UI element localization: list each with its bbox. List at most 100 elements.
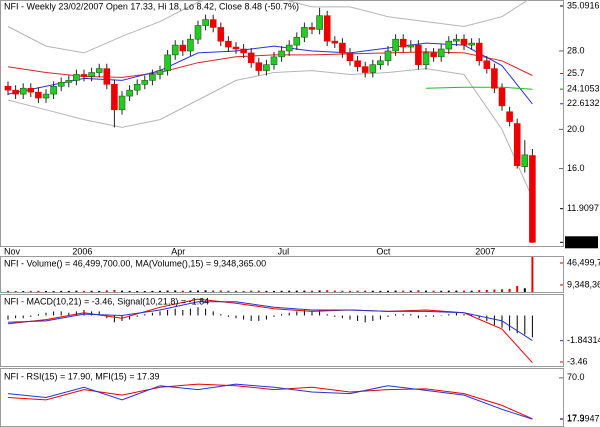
volume-bar bbox=[523, 288, 526, 292]
candle-body bbox=[430, 52, 437, 58]
volume-bar bbox=[105, 290, 108, 292]
volume-bar bbox=[463, 290, 465, 292]
overlay-line bbox=[7, 68, 533, 199]
volume-bar bbox=[75, 290, 78, 292]
volume-bar bbox=[349, 290, 351, 292]
volume-bar bbox=[98, 290, 101, 292]
volume-bar bbox=[493, 289, 496, 292]
volume-bar bbox=[333, 290, 336, 292]
candle-body bbox=[42, 93, 50, 99]
y-tick-label: 20.0 bbox=[567, 124, 585, 134]
candle-body bbox=[27, 87, 35, 93]
volume-bar bbox=[29, 290, 32, 292]
candle-body bbox=[35, 91, 42, 99]
volume-bar bbox=[60, 290, 63, 292]
volume-bar bbox=[151, 290, 154, 292]
volume-bar bbox=[447, 290, 450, 292]
candle-body bbox=[422, 52, 430, 65]
candle-body bbox=[377, 60, 384, 65]
volume-bar bbox=[45, 291, 47, 292]
candle-body bbox=[308, 27, 316, 30]
y-tick-label: 16.0 bbox=[567, 163, 585, 173]
volume-bar bbox=[470, 290, 473, 292]
macd-panel-frame bbox=[0, 294, 564, 367]
candle-body bbox=[179, 44, 187, 52]
candle-body bbox=[80, 74, 88, 77]
volume-bar bbox=[136, 290, 139, 292]
volume-bar bbox=[52, 291, 55, 292]
candle-body bbox=[521, 154, 529, 167]
volume-bar bbox=[318, 290, 321, 292]
volume-bar bbox=[425, 290, 427, 292]
x-tick-label: Apr bbox=[171, 246, 185, 256]
candle-body bbox=[331, 40, 339, 44]
marker-label: 22.6132 bbox=[567, 98, 600, 108]
volume-panel-frame bbox=[0, 256, 564, 293]
panel-title: NFI - Weekly 23/02/2007 Open 17.33, Hi 1… bbox=[4, 1, 299, 11]
volume-bar bbox=[204, 290, 207, 292]
candle-body bbox=[171, 44, 179, 56]
candle-body bbox=[247, 52, 255, 64]
candle-body bbox=[491, 68, 498, 89]
volume-bar bbox=[159, 290, 161, 292]
candle-body bbox=[255, 62, 263, 71]
volume-bar bbox=[250, 290, 253, 292]
indicator-line bbox=[7, 383, 533, 420]
candle-body bbox=[240, 48, 247, 54]
marker-label: 17.3947 bbox=[567, 414, 600, 424]
candle-body bbox=[149, 74, 156, 81]
candle-body bbox=[293, 36, 301, 46]
candle-body bbox=[453, 38, 460, 42]
volume-bar bbox=[508, 288, 511, 292]
candle-body bbox=[194, 25, 202, 40]
volume-bar bbox=[181, 290, 184, 292]
candle-body bbox=[354, 60, 361, 67]
volume-bar bbox=[22, 291, 25, 292]
candle-body bbox=[65, 80, 73, 83]
volume-bar bbox=[90, 290, 93, 292]
candle-body bbox=[111, 83, 118, 111]
x-tick-label: Nov bbox=[4, 246, 21, 256]
volume-bar bbox=[273, 290, 275, 292]
candle-body bbox=[225, 40, 232, 48]
candle-body bbox=[118, 95, 126, 111]
volume-bar bbox=[417, 290, 420, 292]
candle-body bbox=[460, 38, 468, 46]
volume-bar bbox=[516, 285, 519, 292]
volume-bar bbox=[235, 290, 237, 292]
overlay-line bbox=[425, 86, 533, 90]
candle-body bbox=[270, 56, 278, 65]
panel-title: NFI - Volume() = 46,499,700.00, MA(Volum… bbox=[4, 258, 266, 268]
x-tick-label: Jul bbox=[278, 246, 290, 256]
candle-body bbox=[187, 38, 194, 52]
candle-body bbox=[437, 48, 445, 58]
volume-bar bbox=[242, 290, 245, 292]
volume-bar bbox=[128, 290, 131, 292]
marker-label: 24.1053 bbox=[567, 84, 600, 94]
panel-title: NFI - RSI(15) = 17.90, MFI(15) = 17.39 bbox=[4, 371, 160, 381]
marker-label: 35.0916 bbox=[567, 0, 600, 10]
candle-body bbox=[103, 68, 111, 85]
volume-bar bbox=[501, 289, 503, 292]
candle-body bbox=[346, 52, 354, 62]
volume-bar bbox=[387, 290, 389, 292]
volume-bar bbox=[455, 290, 458, 292]
marker-label: 9,348,365 bbox=[567, 279, 600, 289]
candle-body bbox=[73, 74, 80, 81]
volume-bar bbox=[174, 290, 177, 292]
overlay-line bbox=[7, 0, 529, 54]
y-tick-label: 70.0 bbox=[567, 372, 585, 382]
marker-label: 11.9097 bbox=[567, 203, 599, 213]
volume-bar bbox=[295, 290, 298, 292]
candle-body bbox=[445, 40, 453, 50]
candle-body bbox=[126, 89, 133, 97]
candle-body bbox=[529, 155, 536, 243]
volume-bar bbox=[83, 290, 85, 292]
marker-label: 17.9 bbox=[567, 413, 585, 423]
marker-label: -3.46 bbox=[567, 356, 588, 366]
candle-body bbox=[88, 72, 95, 77]
candle-body bbox=[95, 68, 103, 73]
candle-body bbox=[475, 42, 483, 62]
candle-body bbox=[384, 50, 392, 62]
